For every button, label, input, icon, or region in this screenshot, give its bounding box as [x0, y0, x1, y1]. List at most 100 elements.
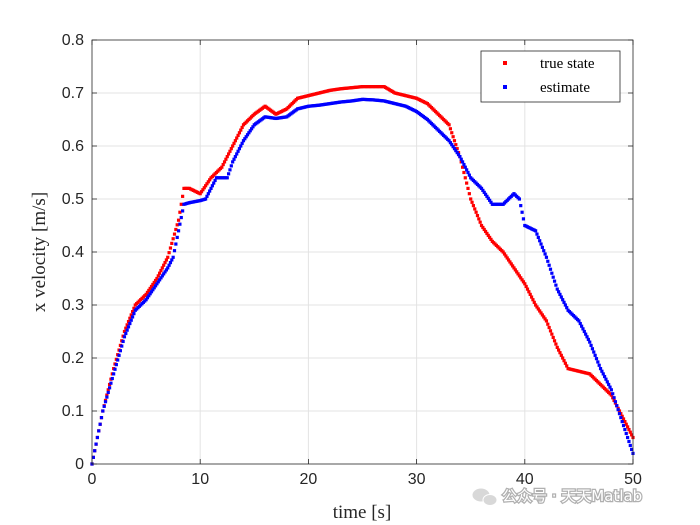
data-point — [122, 329, 127, 334]
data-point — [515, 270, 519, 274]
data-point — [559, 353, 563, 357]
data-point — [126, 325, 131, 329]
data-point — [451, 145, 455, 149]
data-point — [539, 311, 543, 315]
data-point — [465, 168, 469, 172]
series-estimate — [90, 97, 635, 466]
data-point — [244, 135, 248, 139]
legend-label-estimate: estimate — [540, 80, 590, 96]
data-point — [105, 393, 109, 397]
data-point — [148, 286, 152, 291]
data-point — [462, 170, 466, 175]
data-point — [501, 250, 505, 254]
data-point — [152, 280, 156, 285]
data-point — [149, 290, 154, 294]
data-point — [481, 188, 485, 192]
data-point — [113, 367, 117, 371]
data-point — [220, 165, 224, 169]
data-point — [251, 125, 255, 129]
data-point — [478, 220, 482, 224]
data-point — [506, 258, 511, 262]
data-point — [128, 316, 132, 320]
y-tick-label: 0.2 — [62, 350, 84, 367]
data-point — [109, 381, 113, 385]
data-point — [148, 292, 152, 296]
data-point — [117, 353, 121, 357]
data-point — [475, 213, 480, 218]
data-point — [517, 274, 521, 278]
data-point — [563, 303, 567, 307]
data-point — [540, 313, 544, 317]
data-point — [562, 300, 566, 304]
legend-marker-estimate — [503, 85, 507, 89]
data-point — [509, 262, 513, 266]
x-tick-label: 40 — [516, 471, 534, 488]
data-point — [129, 313, 133, 317]
data-point — [589, 343, 593, 348]
data-point — [201, 188, 205, 192]
data-point — [619, 416, 623, 420]
data-point — [125, 328, 129, 332]
data-point — [516, 272, 520, 276]
data-point — [106, 388, 110, 392]
data-point — [623, 427, 627, 432]
data-point — [517, 197, 521, 201]
axes-frame — [91, 39, 634, 465]
data-point — [224, 157, 228, 161]
data-point — [159, 276, 163, 280]
data-point — [132, 312, 136, 316]
legend-marker-true-state — [503, 61, 507, 65]
data-point — [163, 270, 167, 274]
data-point — [546, 259, 550, 263]
data-point — [630, 447, 634, 452]
data-point — [538, 239, 542, 243]
data-point — [171, 237, 175, 241]
data-point — [551, 335, 555, 340]
data-point — [166, 255, 170, 259]
data-point — [149, 284, 154, 289]
data-point — [552, 279, 557, 283]
data-point — [101, 409, 105, 413]
data-point — [199, 190, 204, 194]
data-point — [557, 348, 561, 352]
data-point — [621, 423, 626, 428]
data-point — [548, 267, 553, 271]
data-point — [229, 147, 233, 151]
data-point — [163, 261, 167, 265]
data-point — [505, 256, 509, 260]
series-layer — [90, 85, 635, 466]
data-point — [531, 298, 535, 302]
y-tick-label: 0.4 — [62, 244, 84, 261]
data-point — [617, 412, 622, 416]
data-point — [600, 369, 604, 373]
data-point — [452, 139, 457, 143]
data-point — [451, 135, 455, 139]
data-point — [561, 356, 565, 360]
data-point — [235, 152, 239, 156]
data-point — [521, 217, 526, 221]
data-point — [536, 235, 540, 240]
data-point — [536, 307, 540, 311]
data-point — [525, 287, 530, 291]
data-point — [116, 358, 120, 362]
data-point — [529, 295, 534, 299]
data-point — [543, 317, 547, 321]
data-point — [124, 326, 128, 330]
data-point — [243, 137, 247, 141]
data-point — [519, 276, 523, 280]
data-point — [479, 186, 484, 190]
y-tick-label: 0.6 — [62, 138, 84, 155]
data-point — [608, 385, 612, 389]
data-point — [162, 263, 166, 267]
data-point — [466, 186, 470, 190]
data-point — [550, 332, 554, 336]
data-point — [479, 223, 484, 228]
data-point — [527, 290, 531, 294]
data-point — [175, 235, 179, 240]
data-point — [176, 218, 181, 222]
data-point — [483, 229, 488, 234]
data-point — [227, 172, 231, 176]
data-point — [172, 232, 177, 236]
data-point — [240, 125, 244, 130]
data-point — [153, 284, 158, 288]
